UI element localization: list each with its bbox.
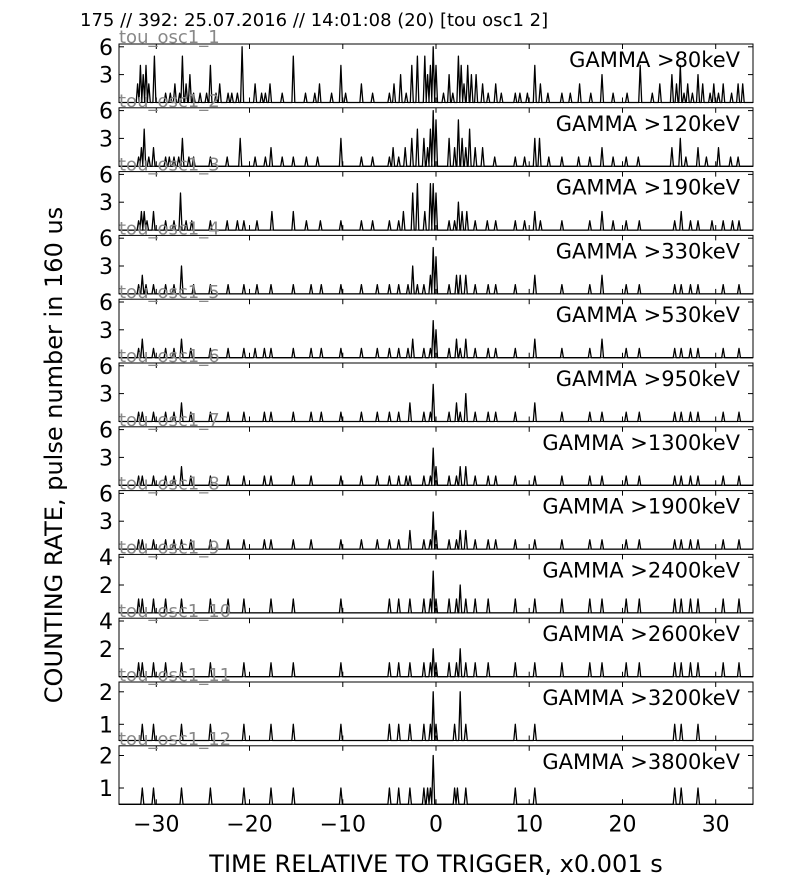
x-tick-label: 10 [515,812,543,837]
panel-tag: tou_osc1_4 [119,218,220,239]
panel-label: GAMMA >1300keV [542,431,740,455]
panel-label: GAMMA >3800keV [542,750,740,774]
panel-tag: tou_osc1_5 [119,282,220,303]
panel-tag: tou_osc1_6 [119,346,220,367]
panel-1: 3 6 GAMMA >80keV tou_osc1_1 [99,27,754,104]
panel-label: GAMMA >330keV [556,239,741,263]
y-tick-label: 3 [99,319,113,344]
panel-tag: tou_osc1_12 [119,729,231,750]
x-tick-label: −30 [133,812,179,837]
panel-tag: tou_osc1_11 [119,665,231,686]
panel-label: GAMMA >2400keV [542,558,740,582]
panel-6: 3 6 GAMMA >950keV tou_osc1_6 [99,346,754,423]
y-tick-label: 2 [99,638,113,663]
y-tick-label: 3 [99,510,113,535]
panel-3: 3 6 GAMMA >190keV tou_osc1_3 [99,155,754,231]
panel-label: GAMMA >120keV [556,112,741,136]
series-line-3 [119,183,753,231]
series-line-7 [119,447,753,486]
x-tick-label: −10 [320,812,366,837]
y-tick-label: 6 [99,419,113,444]
y-tick-label: 6 [99,36,113,61]
panel-label: GAMMA >2600keV [542,622,740,646]
panel-label: GAMMA >530keV [556,303,741,327]
panel-label: GAMMA >3200keV [542,686,740,710]
y-tick-label: 6 [99,163,113,188]
y-axis-label: COUNTING RATE, pulse number in 160 us [40,207,68,703]
series-line-12 [119,754,753,805]
y-tick-label: 6 [99,291,113,316]
panel-label: GAMMA >950keV [556,367,741,391]
y-tick-label: 6 [99,355,113,380]
panel-7: 36 GAMMA >1300keV tou_osc1_7 [99,410,754,486]
panel-tag: tou_osc1_7 [119,410,220,431]
x-tick-label: 30 [702,812,730,837]
panel-5: 3 6 GAMMA >530keV tou_osc1_5 [99,282,754,359]
panel-9: 2 4 GAMMA >2400keV tou_osc1_9 [99,537,754,614]
panel-11: 1 2 GAMMA >3200keV tou_osc1_11 [99,665,754,742]
panel-4: 3 6 GAMMA >330keV tou_osc1_4 [99,218,754,295]
x-axis-ticks: −30 −20 −10 0 10 20 30 [133,812,730,837]
panel-tag: tou_osc1_9 [119,537,220,558]
x-tick-label: 20 [609,812,637,837]
x-axis-label: TIME RELATIVE TO TRIGGER, x0.001 s [208,850,662,878]
x-tick-label: 0 [429,812,443,837]
y-tick-label: 1 [99,777,113,802]
panel-tag: tou_osc1_8 [119,474,220,495]
series-line-5 [119,319,753,359]
y-tick-label: 6 [99,100,113,125]
panel-tag: tou_osc1_3 [119,155,220,176]
y-tick-label: 2 [99,681,113,706]
y-tick-label: 3 [99,191,113,216]
y-tick-label: 2 [99,745,113,770]
y-tick-label: 6 [99,482,113,507]
y-tick-label: 4 [99,610,113,635]
y-tick-label: 1 [99,713,113,738]
panel-label: GAMMA >1900keV [542,495,740,519]
y-tick-label: 3 [99,255,113,280]
panel-8: 3 6 GAMMA >1900keV tou_osc1_8 [99,474,754,550]
chart-title: 175 // 392: 25.07.2016 // 14:01:08 (20) … [80,10,548,31]
series-line-2 [119,109,753,167]
y-tick-label: 3 [99,127,113,152]
panel-tag: tou_osc1_1 [119,27,220,48]
panel-tag: tou_osc1_10 [119,601,231,622]
y-tick-label: 2 [99,574,113,599]
y-tick-label: 3 [99,446,113,471]
y-tick-label: 3 [99,64,113,89]
panel-12: 1 2 GAMMA >3800keV tou_osc1_12 [99,729,754,805]
panel-10: 2 4 GAMMA >2600keV tou_osc1_10 [99,601,754,678]
series-line-11 [119,691,753,742]
y-tick-label: 4 [99,546,113,571]
panel-label: GAMMA >80keV [569,48,741,72]
x-tick-label: −20 [226,812,272,837]
panel-label: GAMMA >190keV [556,176,741,200]
y-tick-label: 6 [99,227,113,252]
panel-2: 36 GAMMA >120keV tou_osc1_2 [99,91,754,167]
y-tick-label: 3 [99,383,113,408]
panel-tag: tou_osc1_2 [119,91,220,112]
